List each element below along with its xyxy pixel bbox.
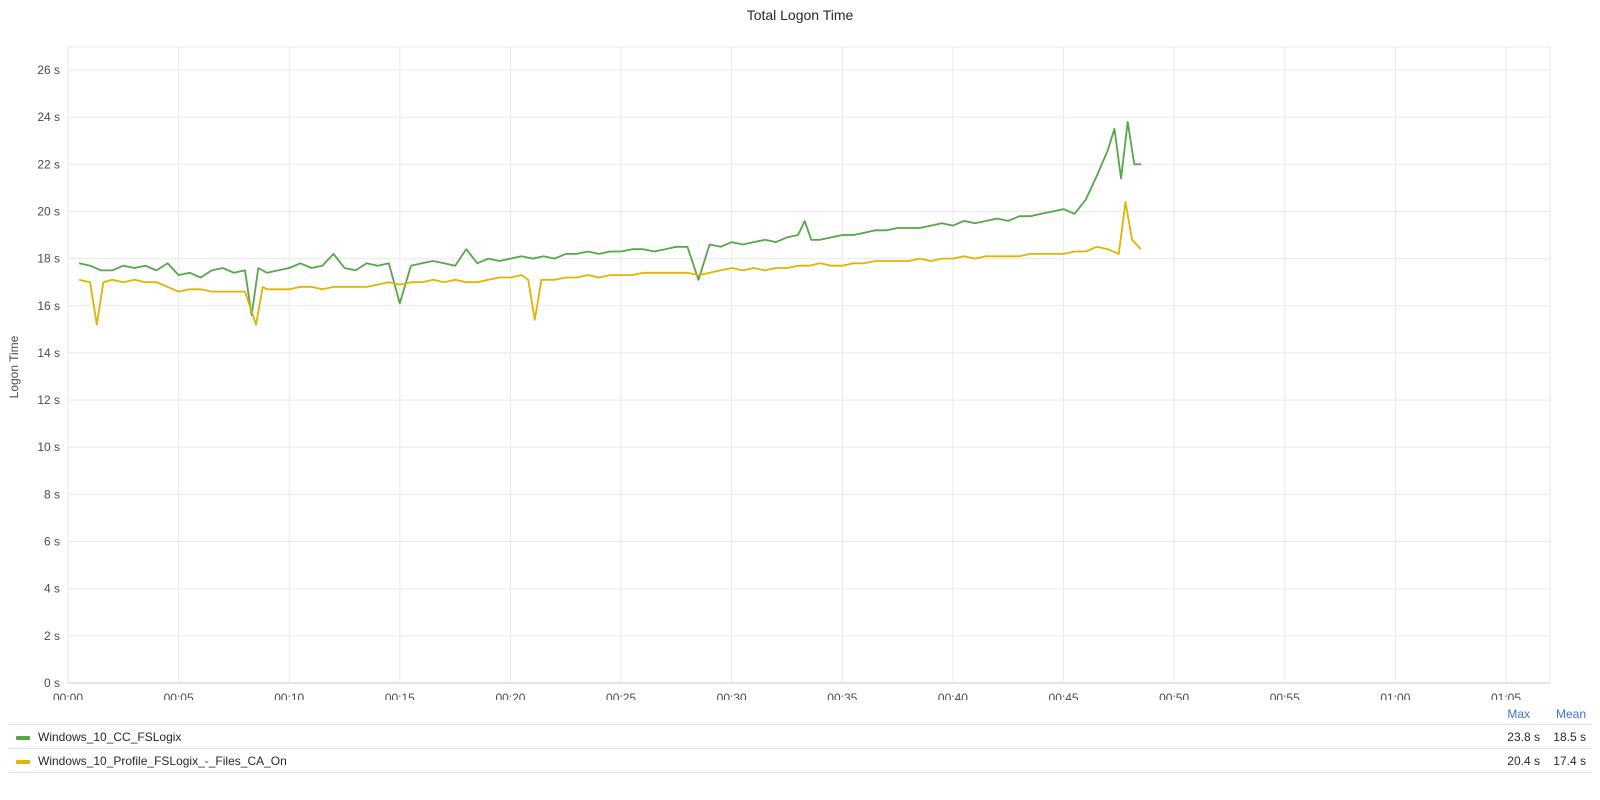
legend-series-max: 20.4 s — [1507, 754, 1540, 768]
x-tick-label: 01:00 — [1380, 691, 1410, 700]
y-tick-label: 20 s — [37, 204, 60, 218]
legend-table: Max Mean Windows_10_CC_FSLogix 23.8 s 18… — [8, 704, 1592, 773]
y-tick-label: 24 s — [37, 110, 60, 124]
x-tick-label: 00:10 — [274, 691, 304, 700]
legend-row-series-1[interactable]: Windows_10_Profile_FSLogix_-_Files_CA_On… — [8, 749, 1592, 773]
y-axis-ticks: 0 s 2 s 4 s 6 s 8 s 10 s 12 s 14 s 16 s 18 s 20 s 2… — [37, 63, 60, 690]
y-tick-label: 14 s — [37, 346, 60, 360]
legend-row-series-0[interactable]: Windows_10_CC_FSLogix 23.8 s 18.5 s — [8, 725, 1592, 749]
x-tick-label: 01:05 — [1491, 691, 1521, 700]
y-tick-label: 18 s — [37, 252, 60, 266]
x-tick-label: 00:30 — [717, 691, 747, 700]
x-tick-label: 00:45 — [1049, 691, 1079, 700]
legend-swatch — [16, 760, 30, 764]
x-tick-label: 00:20 — [495, 691, 525, 700]
x-tick-label: 00:50 — [1159, 691, 1189, 700]
y-tick-label: 2 s — [44, 629, 60, 643]
y-tick-label: 16 s — [37, 299, 60, 313]
x-tick-label: 00:05 — [164, 691, 194, 700]
x-tick-label: 00:00 — [53, 691, 83, 700]
x-tick-label: 00:55 — [1270, 691, 1300, 700]
x-tick-label: 00:25 — [606, 691, 636, 700]
legend-max-header[interactable]: Max — [1507, 707, 1530, 721]
y-tick-label: 0 s — [44, 676, 60, 690]
y-tick-label: 6 s — [44, 535, 60, 549]
x-tick-label: 00:40 — [938, 691, 968, 700]
legend-swatch — [16, 736, 30, 740]
legend-mean-header[interactable]: Mean — [1555, 707, 1586, 721]
series-line-1[interactable] — [78, 201, 1142, 326]
x-tick-label: 00:15 — [385, 691, 415, 700]
y-tick-label: 26 s — [37, 63, 60, 77]
y-tick-label: 4 s — [44, 582, 60, 596]
y-tick-label: 8 s — [44, 487, 60, 501]
legend-series-mean: 18.5 s — [1553, 730, 1586, 744]
chart-grid — [67, 46, 1551, 684]
x-tick-label: 00:35 — [827, 691, 857, 700]
y-axis-label: Logon Time — [7, 335, 21, 398]
legend-series-name[interactable]: Windows_10_CC_FSLogix — [38, 730, 182, 744]
chart-title: Total Logon Time — [746, 7, 854, 23]
y-tick-label: 22 s — [37, 157, 60, 171]
series-line-0[interactable] — [78, 121, 1141, 317]
legend-header: Max Mean — [8, 704, 1592, 725]
x-axis-ticks: 00:00 00:05 00:10 00:15 00:20 00:25 00:30 00:35… — [53, 691, 1521, 700]
y-tick-label: 12 s — [37, 393, 60, 407]
chart-canvas: 0 s 2 s 4 s 6 s 8 s 10 s 12 s 14 s 16 s 18 s 20 s 2… — [7, 46, 1551, 700]
legend-series-name[interactable]: Windows_10_Profile_FSLogix_-_Files_CA_On — [38, 754, 287, 768]
legend-series-max: 23.8 s — [1507, 730, 1540, 744]
chart-series — [78, 121, 1142, 326]
y-tick-label: 10 s — [37, 440, 60, 454]
legend-series-mean: 17.4 s — [1553, 754, 1586, 768]
